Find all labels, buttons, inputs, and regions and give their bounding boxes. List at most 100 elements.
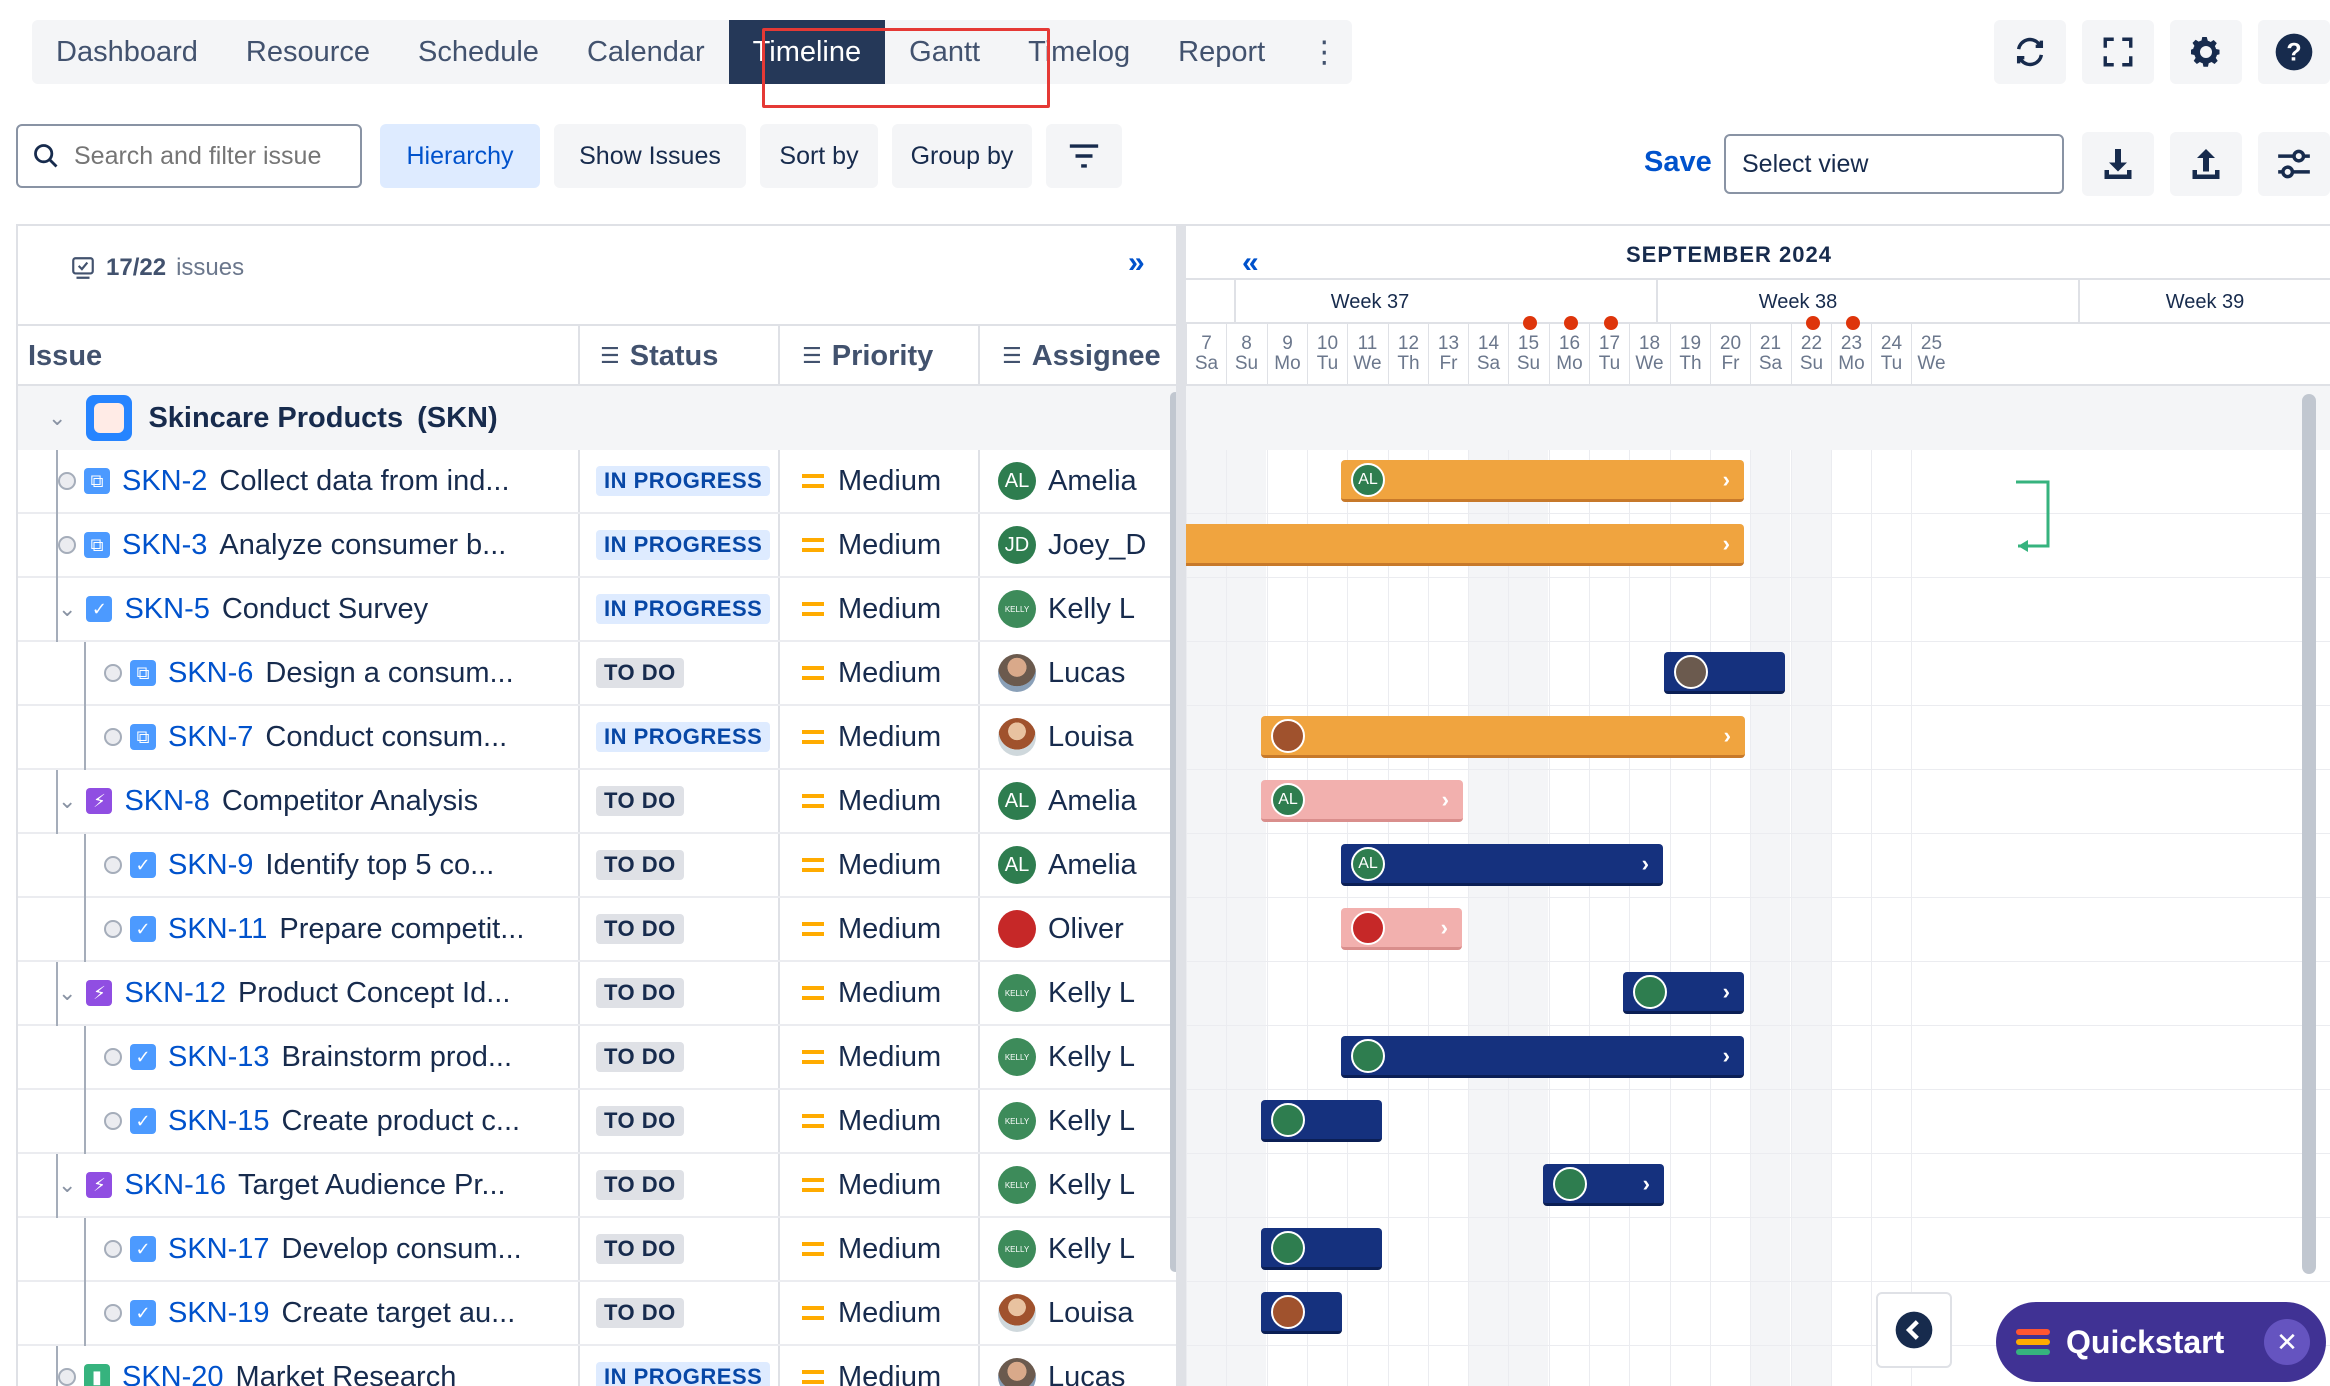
timeline-bar[interactable]: AL › [1341, 844, 1663, 886]
issue-key-link[interactable]: SKN-20 [122, 1361, 224, 1386]
priority-cell[interactable]: Medium [802, 1282, 941, 1344]
timeline-bar[interactable]: › [1261, 716, 1745, 758]
issue-summary[interactable]: Conduct Survey [222, 593, 428, 626]
issue-summary[interactable]: Create target au... [282, 1297, 516, 1330]
priority-cell[interactable]: Medium [802, 1090, 941, 1152]
table-row[interactable]: ⌄ ⚡ SKN-16 Target Audience Pr... TO DO Medium… [18, 1154, 1176, 1218]
issue-summary[interactable]: Develop consum... [282, 1233, 522, 1266]
status-badge[interactable]: TO DO [596, 850, 684, 880]
priority-cell[interactable]: Medium [802, 1218, 941, 1280]
save-link[interactable]: Save [1644, 146, 1712, 179]
priority-cell[interactable]: Medium [802, 706, 941, 768]
assignee-cell[interactable]: KELLY Kelly L [998, 1154, 1135, 1216]
issue-key-link[interactable]: SKN-3 [122, 529, 207, 562]
assignee-cell[interactable]: JD Joey_D [998, 514, 1146, 576]
chevron-down-icon[interactable]: ⌄ [58, 596, 76, 622]
priority-cell[interactable]: Medium [802, 578, 941, 640]
issue-key-link[interactable]: SKN-7 [168, 721, 253, 754]
tab-dashboard[interactable]: Dashboard [32, 20, 222, 84]
priority-cell[interactable]: Medium [802, 770, 941, 832]
status-badge[interactable]: TO DO [596, 1042, 684, 1072]
collapse-panel-icon[interactable]: « [1242, 246, 1259, 280]
header-priority[interactable]: ☰ Priority [802, 326, 933, 386]
issue-summary[interactable]: Target Audience Pr... [238, 1169, 506, 1202]
status-badge[interactable]: TO DO [596, 978, 684, 1008]
sort-by-button[interactable]: Sort by [760, 124, 878, 188]
show-issues-button[interactable]: Show Issues [554, 124, 746, 188]
priority-cell[interactable]: Medium [802, 450, 941, 512]
assignee-cell[interactable]: Oliver [998, 898, 1124, 960]
priority-cell[interactable]: Medium [802, 514, 941, 576]
chevron-down-icon[interactable]: ⌄ [48, 405, 66, 431]
settings-gear-icon[interactable] [2170, 20, 2242, 84]
issue-key-link[interactable]: SKN-16 [124, 1169, 226, 1202]
issue-key-link[interactable]: SKN-12 [124, 977, 226, 1010]
issue-summary[interactable]: Competitor Analysis [222, 785, 478, 818]
tab-schedule[interactable]: Schedule [394, 20, 563, 84]
issue-key-link[interactable]: SKN-6 [168, 657, 253, 690]
assignee-cell[interactable]: Louisa [998, 1282, 1133, 1344]
assignee-cell[interactable]: Lucas [998, 642, 1125, 704]
select-view-dropdown[interactable]: Select view [1724, 134, 2064, 194]
timeline-bar[interactable] [1261, 1100, 1382, 1142]
issue-key-link[interactable]: SKN-5 [124, 593, 209, 626]
upload-icon[interactable] [2170, 132, 2242, 196]
tab-calendar[interactable]: Calendar [563, 20, 729, 84]
scroll-left-button[interactable] [1876, 1292, 1952, 1368]
issue-summary[interactable]: Identify top 5 co... [265, 849, 494, 882]
filter-button[interactable] [1046, 124, 1122, 188]
timeline-bar[interactable] [1664, 652, 1785, 694]
issue-key-link[interactable]: SKN-11 [168, 913, 267, 946]
priority-cell[interactable]: Medium [802, 1026, 941, 1088]
priority-cell[interactable]: Medium [802, 642, 941, 704]
timeline-bar[interactable] [1261, 1292, 1342, 1334]
assignee-cell[interactable]: KELLY Kelly L [998, 962, 1135, 1024]
tab-gantt[interactable]: Gantt [885, 20, 1004, 84]
status-badge[interactable]: IN PROGRESS [596, 466, 770, 496]
search-input[interactable] [74, 142, 344, 171]
status-badge[interactable]: IN PROGRESS [596, 530, 770, 560]
chevron-down-icon[interactable]: ⌄ [58, 1172, 76, 1198]
priority-cell[interactable]: Medium [802, 1154, 941, 1216]
issue-summary[interactable]: Create product c... [282, 1105, 521, 1138]
priority-cell[interactable]: Medium [802, 962, 941, 1024]
issue-key-link[interactable]: SKN-2 [122, 465, 207, 498]
assignee-cell[interactable]: KELLY Kelly L [998, 1090, 1135, 1152]
priority-cell[interactable]: Medium [802, 1346, 941, 1386]
status-badge[interactable]: IN PROGRESS [596, 1362, 770, 1386]
issue-summary[interactable]: Brainstorm prod... [282, 1041, 512, 1074]
assignee-cell[interactable]: AL Amelia [998, 450, 1137, 512]
assignee-cell[interactable]: AL Amelia [998, 770, 1137, 832]
issue-summary[interactable]: Analyze consumer b... [219, 529, 506, 562]
timeline-bar[interactable]: › [1623, 972, 1744, 1014]
hierarchy-button[interactable]: Hierarchy [380, 124, 540, 188]
status-badge[interactable]: TO DO [596, 786, 684, 816]
table-row[interactable]: ⌄ ✓ SKN-5 Conduct Survey IN PROGRESS Medium KE… [18, 578, 1176, 642]
table-row[interactable]: ✓ SKN-17 Develop consum... TO DO Medium KELLY… [18, 1218, 1176, 1282]
issue-key-link[interactable]: SKN-17 [168, 1233, 270, 1266]
issue-summary[interactable]: Market Research [236, 1361, 457, 1386]
close-icon[interactable]: ✕ [2264, 1319, 2310, 1365]
view-settings-icon[interactable] [2258, 132, 2330, 196]
table-row[interactable]: ✓ SKN-19 Create target au... TO DO Medium Lou… [18, 1282, 1176, 1346]
status-badge[interactable]: TO DO [596, 1234, 684, 1264]
table-row[interactable]: ⌄ ⚡ SKN-8 Competitor Analysis TO DO Medium AL A… [18, 770, 1176, 834]
timeline-bar[interactable]: › [1186, 524, 1744, 566]
tab-resource[interactable]: Resource [222, 20, 394, 84]
help-icon[interactable]: ? [2258, 20, 2330, 84]
chevron-down-icon[interactable]: ⌄ [58, 788, 76, 814]
timeline-bar[interactable]: › [1341, 908, 1462, 950]
issue-key-link[interactable]: SKN-13 [168, 1041, 270, 1074]
table-row[interactable]: ✓ SKN-15 Create product c... TO DO Medium KEL… [18, 1090, 1176, 1154]
header-issue[interactable]: Issue [28, 326, 102, 386]
assignee-cell[interactable]: KELLY Kelly L [998, 1218, 1135, 1280]
table-row[interactable]: ⧉ SKN-3 Analyze consumer b... IN PROGRESS Me… [18, 514, 1176, 578]
timeline-bar[interactable]: › [1341, 1036, 1744, 1078]
assignee-cell[interactable]: AL Amelia [998, 834, 1137, 896]
chevron-down-icon[interactable]: ⌄ [58, 980, 76, 1006]
table-row[interactable]: ⧉ SKN-6 Design a consum... TO DO Medium Lucas [18, 642, 1176, 706]
timeline-bar[interactable]: AL › [1261, 780, 1463, 822]
priority-cell[interactable]: Medium [802, 834, 941, 896]
tab-timelog[interactable]: Timelog [1004, 20, 1154, 84]
refresh-icon[interactable] [1994, 20, 2066, 84]
